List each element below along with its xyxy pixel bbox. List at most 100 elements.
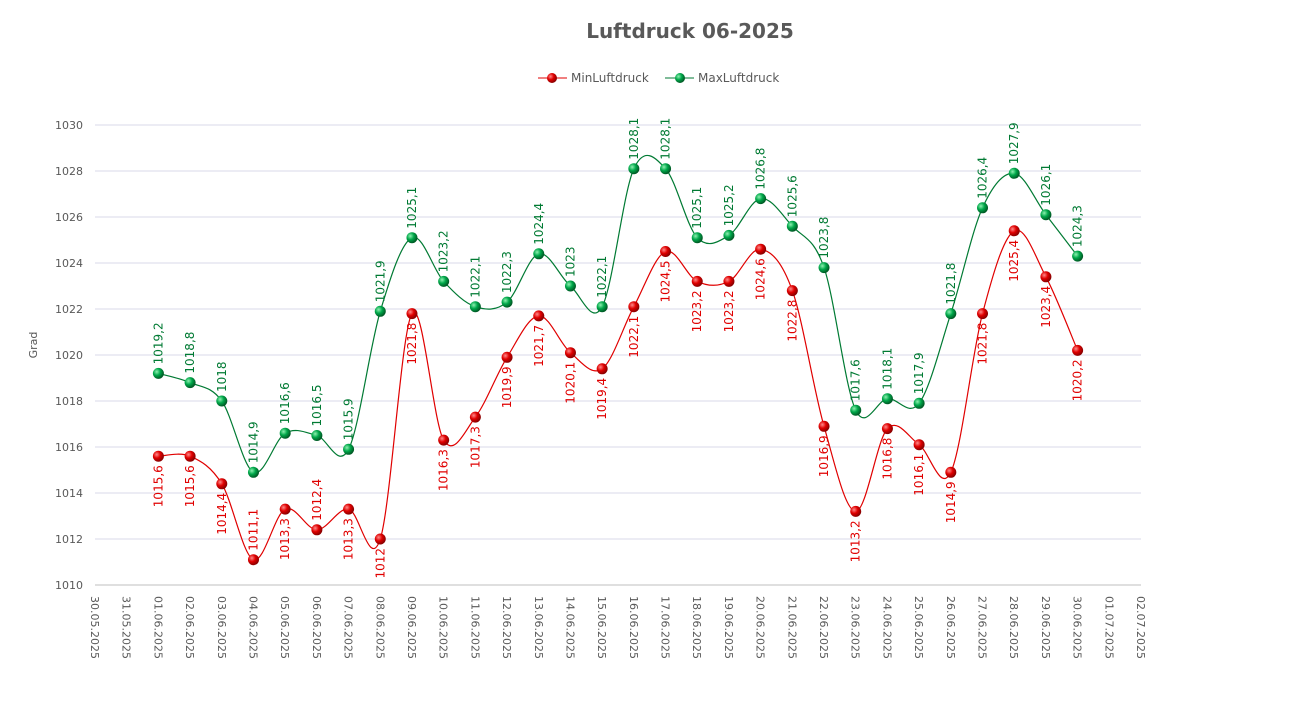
data-point [628,301,640,313]
data-point [850,505,862,517]
data-point [913,397,925,409]
data-point [596,301,608,313]
x-tick-label: 22.06.2025 [817,596,830,659]
series-line-MaxLuftdruck [158,154,1079,474]
data-label: 1025,2 [722,184,736,226]
x-tick-label: 13.06.2025 [532,596,545,659]
data-label: 1013,3 [342,518,356,560]
data-label: 1022,1 [627,316,641,358]
x-tick-label: 14.06.2025 [563,596,576,659]
data-label: 1024,5 [659,261,673,303]
data-point [184,450,196,462]
data-point [406,308,418,320]
data-point [786,285,798,297]
x-tick-label: 26.06.2025 [944,596,957,659]
data-point [977,202,989,214]
data-point [1072,250,1084,262]
data-point [564,347,576,359]
data-point [247,554,259,566]
data-label: 1018 [215,361,229,392]
x-tick-label: 16.06.2025 [627,596,640,659]
data-label: 1024,3 [1071,205,1085,247]
data-point [343,503,355,515]
data-label: 1012 [373,548,387,579]
data-point [343,443,355,455]
data-point [691,232,703,244]
legend-marker-min [547,73,557,83]
x-tick-label: 09.06.2025 [405,596,418,659]
data-label: 1017,9 [912,352,926,394]
data-label: 1024,4 [532,203,546,245]
x-tick-label: 25.06.2025 [912,596,925,659]
data-label: 1027,9 [1007,122,1021,164]
data-point [691,275,703,287]
data-point [945,466,957,478]
x-tick-label: 07.06.2025 [342,596,355,659]
data-point [977,308,989,320]
data-label: 1016,9 [817,435,831,477]
data-label: 1014,9 [246,421,260,463]
data-point [660,163,672,175]
data-point [279,503,291,515]
x-tick-label: 18.06.2025 [690,596,703,659]
x-tick-label: 30.06.2025 [1071,596,1084,659]
data-point [945,308,957,320]
data-label: 1020,2 [1071,359,1085,401]
data-label: 1021,8 [405,323,419,365]
x-tick-label: 23.06.2025 [849,596,862,659]
data-label: 1022,1 [468,256,482,298]
data-point [533,310,545,322]
x-tick-label: 30.05.2025 [88,596,101,659]
x-tick-label: 03.06.2025 [215,596,228,659]
data-label: 1025,1 [690,187,704,229]
data-label: 1023,4 [1039,286,1053,328]
data-label: 1013,2 [849,520,863,562]
data-label: 1018,1 [880,348,894,390]
data-label: 1023,2 [722,290,736,332]
x-tick-label: 31.05.2025 [120,596,133,659]
data-label: 1022,1 [595,256,609,298]
x-tick-label: 24.06.2025 [880,596,893,659]
data-label: 1011,1 [246,509,260,551]
data-label: 1021,8 [976,323,990,365]
data-label: 1016,6 [278,382,292,424]
data-point [216,478,228,490]
x-tick-label: 08.06.2025 [373,596,386,659]
x-tick-label: 06.06.2025 [310,596,323,659]
data-point [1040,209,1052,221]
data-point [438,434,450,446]
x-tick-label: 28.06.2025 [1007,596,1020,659]
data-label: 1016,1 [912,454,926,496]
data-label: 1021,9 [373,260,387,302]
y-tick-label: 1014 [55,487,83,500]
data-point [311,430,323,441]
data-label: 1025,1 [405,187,419,229]
y-tick-label: 1020 [55,349,83,362]
legend-max: MaxLuftdruck [698,71,779,85]
x-tick-label: 12.06.2025 [500,596,513,659]
data-label: 1028,1 [659,118,673,160]
data-label: 1016,8 [880,438,894,480]
data-label: 1018,8 [183,332,197,374]
data-point [311,524,323,536]
data-label: 1016,5 [310,385,324,427]
data-label: 1014,4 [215,493,229,535]
data-label: 1015,6 [151,465,165,507]
data-point [247,466,259,478]
data-label: 1026,8 [754,148,768,190]
y-axis-label: Grad [27,332,40,359]
data-label: 1019,9 [500,366,514,408]
data-point [1008,225,1020,237]
data-point [374,533,386,545]
x-tick-label: 01.07.2025 [1102,596,1115,659]
y-tick-label: 1022 [55,303,83,316]
x-tick-label: 11.06.2025 [468,596,481,659]
x-tick-label: 19.06.2025 [722,596,735,659]
data-label: 1015,9 [342,398,356,440]
x-tick-label: 05.06.2025 [278,596,291,659]
data-point [438,275,450,287]
x-tick-label: 27.06.2025 [976,596,989,659]
data-point [881,393,893,405]
y-tick-label: 1012 [55,533,83,546]
legend-min: MinLuftdruck [571,71,649,85]
